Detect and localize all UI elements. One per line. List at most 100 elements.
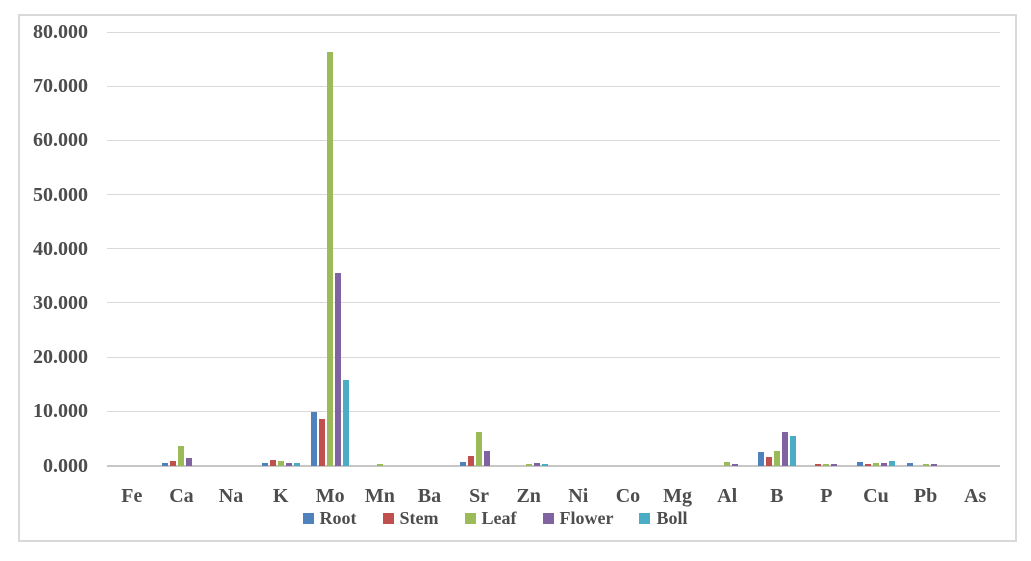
- bar-leaf-p: [823, 463, 830, 466]
- bar-group-pb: [901, 32, 951, 466]
- x-axis-label-cu: Cu: [863, 485, 889, 507]
- bar-group-zn: [504, 32, 554, 466]
- legend-swatch-icon: [302, 512, 314, 524]
- bar-flower-al: [732, 464, 739, 466]
- x-axis-label-ca: Ca: [169, 485, 194, 507]
- x-axis-label-fe: Fe: [121, 485, 143, 507]
- bar-flower-cu: [880, 462, 887, 466]
- legend-swatch-icon: [542, 512, 554, 524]
- bar-group-as: [950, 32, 1000, 466]
- legend-swatch-icon: [382, 512, 394, 524]
- x-axis-label-co: Co: [615, 485, 641, 507]
- legend-item-stem: Stem: [382, 507, 439, 529]
- bar-leaf-k: [277, 460, 284, 466]
- x-axis-label-mg: Mg: [663, 485, 692, 507]
- bar-group-mo: [305, 32, 355, 466]
- bar-stem-b: [765, 456, 772, 466]
- bar-root-k: [261, 462, 268, 466]
- bar-flower-ca: [186, 457, 193, 466]
- bar-leaf-pb: [922, 464, 929, 466]
- x-axis-label-p: P: [820, 485, 833, 507]
- bar-stem-p: [815, 463, 822, 466]
- legend: Root Stem Leaf Flower Boll: [0, 506, 990, 530]
- legend-label: Boll: [656, 508, 688, 528]
- bar-flower-zn: [533, 462, 540, 466]
- x-axis-label-zn: Zn: [516, 485, 541, 507]
- gridline: [107, 139, 1000, 141]
- x-axis-label-as: As: [964, 485, 987, 507]
- bar-group-mn: [355, 32, 405, 466]
- bar-leaf-mo: [327, 52, 334, 466]
- legend-item-flower: Flower: [542, 507, 614, 529]
- y-axis-label: 50.000: [33, 183, 88, 206]
- y-axis-label: 40.000: [33, 237, 88, 260]
- bar-root-ca: [162, 462, 169, 466]
- x-axis-label-b: B: [770, 485, 784, 507]
- x-axis-label-mo: Mo: [315, 485, 345, 507]
- bar-flower-pb: [930, 463, 937, 466]
- bar-boll-k: [293, 463, 300, 466]
- bar-stem-ca: [170, 461, 177, 466]
- x-axis-label-ba: Ba: [417, 485, 442, 507]
- bar-stem-k: [269, 459, 276, 466]
- bar-group-sr: [454, 32, 504, 466]
- bar-group-ca: [157, 32, 207, 466]
- y-axis-label: 60.000: [33, 129, 88, 152]
- chart-frame: [18, 14, 1017, 542]
- legend-item-boll: Boll: [639, 507, 688, 529]
- bar-flower-p: [831, 463, 838, 466]
- bar-group-p: [802, 32, 852, 466]
- bar-leaf-mn: [376, 463, 383, 466]
- legend-label: Stem: [399, 508, 439, 528]
- bar-root-cu: [856, 461, 863, 466]
- x-axis-label-pb: Pb: [913, 485, 938, 507]
- bar-group-al: [702, 32, 752, 466]
- bar-root-sr: [460, 462, 467, 466]
- legend-label: Flower: [559, 508, 614, 528]
- bar-leaf-b: [773, 451, 780, 466]
- x-axis-label-sr: Sr: [469, 485, 490, 507]
- gridline: [107, 248, 1000, 250]
- x-axis-label-k: K: [272, 485, 289, 507]
- bar-group-co: [603, 32, 653, 466]
- gridline: [107, 85, 1000, 87]
- bar-root-mo: [311, 411, 318, 466]
- bar-group-na: [206, 32, 256, 466]
- bar-boll-zn: [541, 463, 548, 466]
- x-axis-label-ni: Ni: [568, 485, 589, 507]
- gridline: [107, 356, 1000, 358]
- bar-leaf-cu: [872, 463, 879, 466]
- bar-boll-mo: [343, 380, 350, 466]
- bar-group-ba: [405, 32, 455, 466]
- legend-swatch-icon: [464, 512, 476, 524]
- bar-flower-b: [781, 431, 788, 466]
- y-axis-label: 10.000: [33, 400, 88, 423]
- gridline: [107, 410, 1000, 412]
- legend-swatch-icon: [639, 512, 651, 524]
- y-axis-label: 30.000: [33, 291, 88, 314]
- x-axis-line: [107, 464, 1000, 467]
- bar-boll-cu: [888, 461, 895, 466]
- bar-leaf-al: [724, 462, 731, 466]
- gridline: [107, 31, 1000, 33]
- bar-leaf-sr: [476, 431, 483, 466]
- x-axis-label-mn: Mn: [364, 485, 395, 507]
- y-axis-label: 20.000: [33, 346, 88, 369]
- bar-group-mg: [653, 32, 703, 466]
- bar-group-cu: [851, 32, 901, 466]
- bar-leaf-zn: [525, 463, 532, 466]
- y-axis-label: 70.000: [33, 75, 88, 98]
- bar-stem-sr: [468, 456, 475, 466]
- bar-root-pb: [906, 462, 913, 466]
- legend-label: Root: [319, 508, 357, 528]
- y-axis-label: 0.000: [43, 454, 88, 477]
- bar-stem-cu: [864, 463, 871, 466]
- bar-boll-b: [789, 435, 796, 466]
- legend-label: Leaf: [481, 508, 517, 528]
- legend-item-leaf: Leaf: [464, 507, 517, 529]
- bar-root-b: [757, 451, 764, 466]
- bar-leaf-ca: [178, 446, 185, 466]
- x-axis-label-al: Al: [717, 485, 738, 507]
- bar-stem-mo: [319, 419, 326, 466]
